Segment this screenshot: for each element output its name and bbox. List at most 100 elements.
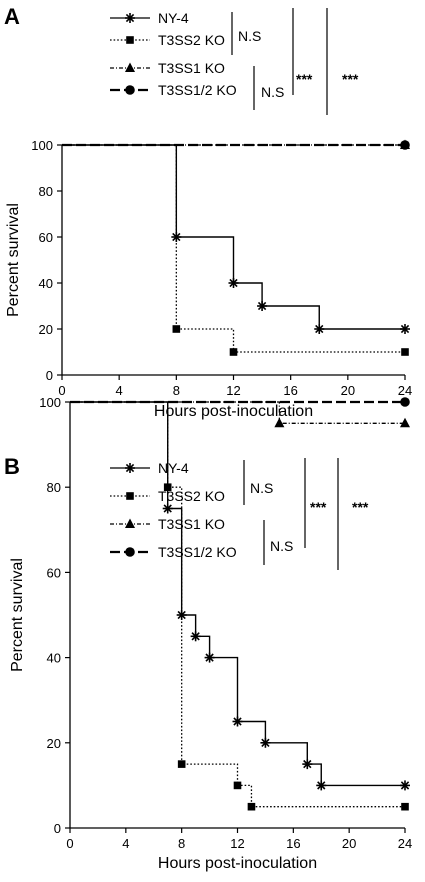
data-point (400, 324, 410, 334)
series-t3ss1-2-ko (62, 140, 410, 150)
series-t3ss2-ko (62, 144, 409, 356)
legend-item: T3SS1/2 KO (110, 544, 237, 560)
significance-stars: *** (352, 499, 369, 515)
data-point-stroke (191, 632, 200, 641)
y-tick-label: 60 (39, 230, 53, 245)
x-tick-label: 24 (398, 383, 412, 398)
data-point (233, 781, 242, 790)
legend-item: NY-4 (110, 460, 189, 476)
legend-item: NY-4 (110, 10, 189, 26)
data-point (229, 348, 238, 356)
significance-stars: *** (296, 71, 313, 87)
legend-marker (125, 463, 135, 473)
data-point (232, 716, 243, 727)
x-tick-label: 0 (58, 383, 65, 398)
axes: 0 4 8 12 16 20 24 0 20 40 60 80 100 Hours post-inocul… (5, 138, 412, 420)
x-tick-label: 24 (398, 836, 412, 851)
y-axis-label: Percent survival (9, 558, 26, 672)
legend-marker (125, 62, 135, 72)
data-point (257, 301, 268, 311)
axes: 0 4 8 12 16 20 24 0 20 40 60 80 100 Hours post-inocul… (9, 395, 412, 872)
y-tick-label: 80 (39, 184, 53, 199)
x-tick-label: 12 (226, 383, 240, 398)
y-tick-label: 20 (39, 322, 53, 337)
x-tick-label: 16 (286, 836, 300, 851)
data-point (314, 324, 325, 334)
x-tick-label: 8 (173, 383, 180, 398)
data-point-stroke (233, 717, 242, 726)
y-tick-label: 0 (46, 368, 53, 383)
series-line (62, 144, 405, 353)
data-point (316, 780, 327, 791)
legend-marker-stroke (125, 463, 135, 473)
legend-label: T3SS1/2 KO (158, 544, 237, 560)
x-tick-label: 16 (283, 383, 297, 398)
panel-B: B NY-4 T3SS2 KO T3SS1 KO T3SS1/2 KO N.S N.S ***… (4, 395, 412, 872)
legend: NY-4 T3SS2 KO T3SS1 KO T3SS1/2 KO (110, 460, 237, 560)
legend-label: T3SS1 KO (158, 60, 225, 76)
data-point (302, 759, 313, 770)
y-tick-label: 0 (54, 821, 61, 836)
data-point (400, 397, 410, 407)
data-point (247, 802, 256, 811)
ns-label: N.S (270, 538, 293, 554)
legend: NY-4 T3SS2 KO T3SS1 KO T3SS1/2 KO (110, 10, 237, 98)
y-tick-label: 20 (47, 736, 61, 751)
data-point (260, 737, 271, 748)
legend-label: NY-4 (158, 460, 189, 476)
x-tick-label: 20 (342, 836, 356, 851)
ns-label: N.S (261, 84, 284, 100)
legend-label: T3SS2 KO (158, 488, 225, 504)
legend-item: T3SS1 KO (110, 60, 225, 76)
legend-marker-stroke (125, 13, 135, 23)
data-point (401, 802, 409, 811)
series-line (62, 144, 405, 330)
legend-marker (125, 85, 135, 95)
legend-marker (125, 547, 135, 557)
legend-item: T3SS2 KO (110, 32, 225, 48)
y-tick-label: 100 (39, 395, 61, 410)
series-line (70, 401, 405, 787)
data-point-stroke (257, 301, 267, 311)
x-axis-label: Hours post-inoculation (158, 855, 317, 872)
legend-marker (126, 36, 134, 44)
data-point (401, 348, 409, 356)
data-point-stroke (229, 278, 238, 288)
x-tick-label: 8 (178, 836, 185, 851)
legend-item: T3SS1 KO (110, 516, 225, 532)
data-point-stroke (261, 738, 270, 747)
data-point (204, 652, 215, 663)
x-tick-label: 20 (341, 383, 355, 398)
ns-label: N.S (250, 480, 273, 496)
series-ny-4 (70, 401, 410, 791)
y-axis-label: Percent survival (5, 203, 22, 317)
panel-label: B (4, 454, 20, 479)
legend-marker (125, 518, 135, 528)
legend-item: T3SS2 KO (110, 488, 225, 504)
legend-label: T3SS1/2 KO (158, 82, 237, 98)
data-point (228, 278, 239, 288)
data-point-stroke (400, 324, 410, 334)
y-tick-label: 40 (47, 651, 61, 666)
series-t3ss1-ko (70, 401, 410, 428)
data-point (400, 140, 410, 150)
legend-marker (125, 13, 135, 23)
y-tick-label: 60 (47, 565, 61, 580)
y-tick-label: 100 (31, 138, 53, 153)
data-point (400, 417, 410, 428)
legend-marker (126, 492, 134, 500)
data-point-stroke (400, 781, 410, 790)
x-tick-label: 4 (122, 836, 129, 851)
data-point (400, 780, 410, 791)
data-point-stroke (315, 324, 324, 334)
data-point-stroke (163, 504, 172, 513)
panel-A: A NY-4 T3SS2 KO T3SS1 KO T3SS1/2 KO N.S N.S ***… (4, 4, 412, 420)
significance-stars: *** (342, 71, 359, 87)
data-point-stroke (303, 759, 312, 769)
data-point (162, 503, 173, 514)
data-point (163, 483, 172, 491)
legend-label: T3SS1 KO (158, 516, 225, 532)
series-ny-4 (62, 144, 410, 334)
x-axis-label: Hours post-inoculation (154, 403, 313, 420)
